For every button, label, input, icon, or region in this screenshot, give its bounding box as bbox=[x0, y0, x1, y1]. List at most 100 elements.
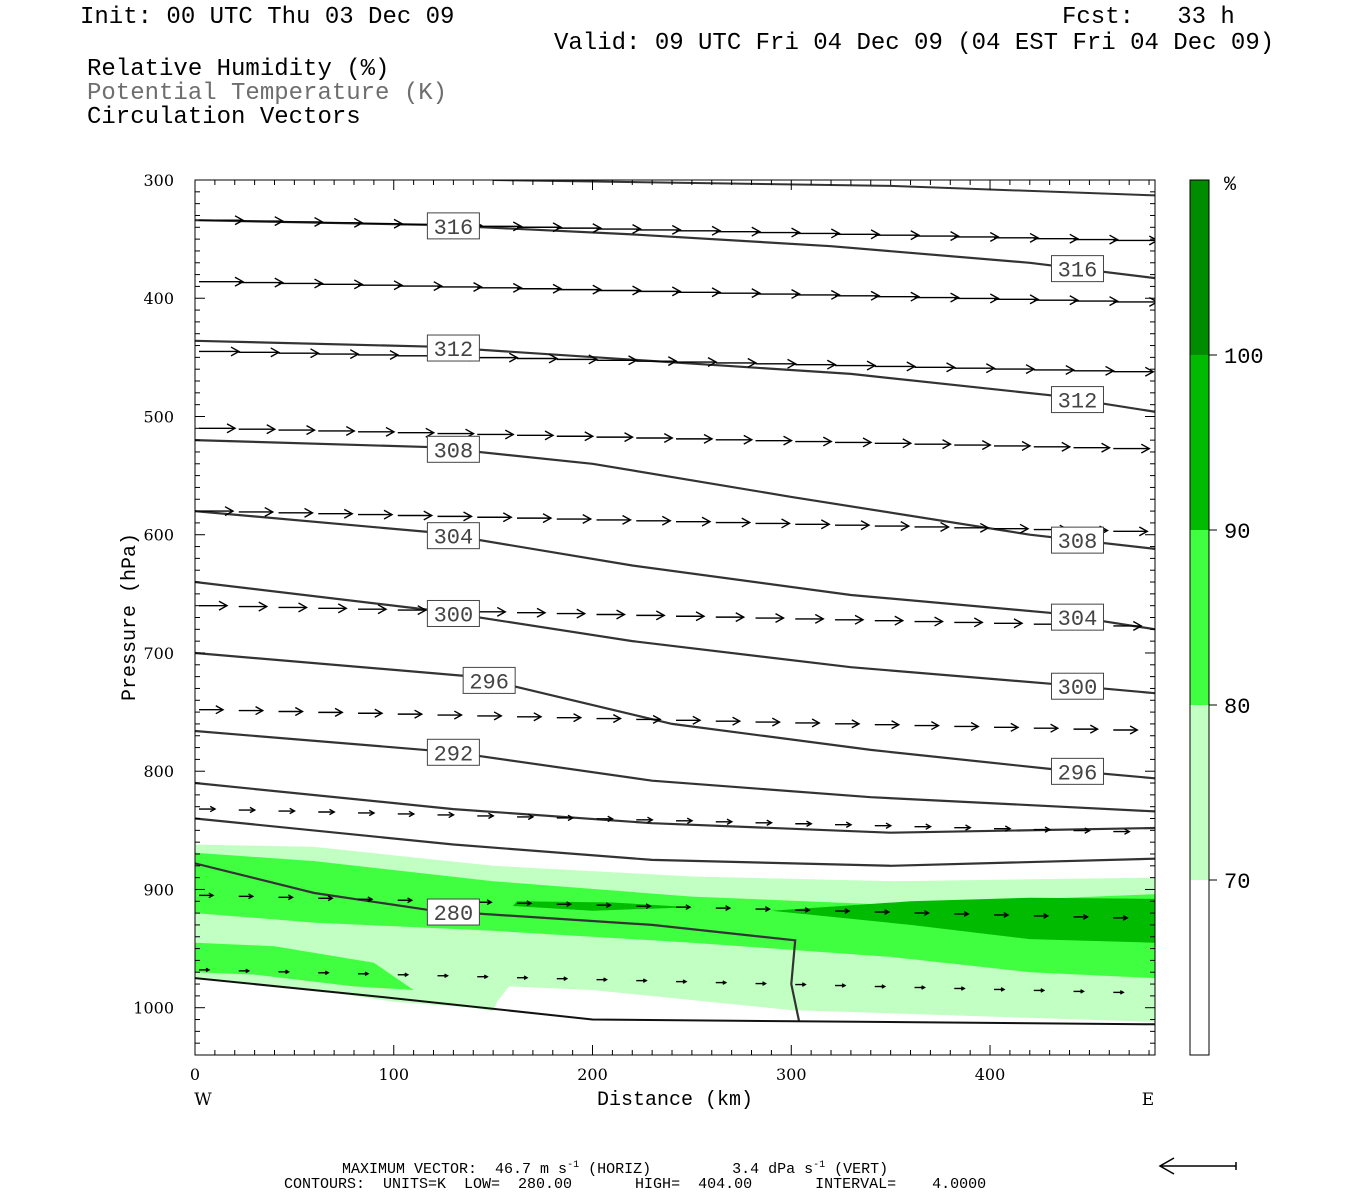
vector-arrow bbox=[1113, 828, 1131, 835]
y-tick-label: 800 bbox=[143, 762, 174, 781]
vector-arrow bbox=[437, 811, 455, 819]
contour-label: 300 bbox=[434, 603, 474, 628]
vector-arrow bbox=[517, 353, 559, 364]
upper-contour bbox=[493, 180, 1155, 197]
vector-arrow bbox=[715, 288, 762, 299]
vector-arrow bbox=[358, 426, 396, 437]
vector-arrow bbox=[994, 722, 1020, 732]
vector-arrow bbox=[636, 432, 674, 444]
vector-arrow bbox=[954, 617, 984, 628]
vector-arrow bbox=[954, 824, 972, 831]
vector-arrow bbox=[755, 613, 785, 624]
contour-label: 316 bbox=[1058, 259, 1098, 284]
vector-arrow bbox=[477, 711, 503, 721]
vector-arrow bbox=[835, 360, 877, 371]
vector-arrow bbox=[954, 293, 1000, 304]
vector-arrow bbox=[318, 970, 330, 976]
vector-arrow bbox=[517, 513, 553, 524]
vector-arrow bbox=[1073, 989, 1085, 994]
vector-arrow bbox=[556, 901, 573, 908]
vector-arrow bbox=[715, 905, 732, 912]
vector-arrow bbox=[1073, 442, 1111, 453]
vector-arrow bbox=[755, 227, 801, 238]
vector-arrow bbox=[636, 515, 672, 526]
vector-arrow bbox=[954, 986, 966, 991]
vector-arrow bbox=[1113, 526, 1149, 537]
vector-arrow bbox=[199, 892, 215, 899]
theta-contour-300 bbox=[195, 580, 1155, 695]
vector-arrow bbox=[238, 506, 275, 517]
contour-label-box bbox=[426, 599, 480, 627]
vector-arrow bbox=[636, 978, 648, 983]
contour-label-box bbox=[1050, 526, 1104, 554]
vector-arrow bbox=[517, 813, 535, 821]
vector-arrow bbox=[1113, 620, 1143, 631]
x-tick-label: 0 bbox=[190, 1065, 200, 1084]
vector-arrow bbox=[517, 222, 563, 233]
colorbar-unit: % bbox=[1224, 174, 1237, 197]
vector-arrow bbox=[676, 904, 692, 911]
contour-label: 292 bbox=[434, 742, 474, 767]
vector-arrow bbox=[199, 506, 235, 517]
vector-arrow bbox=[278, 969, 290, 975]
vector-arrow bbox=[835, 908, 851, 914]
field-rh: Relative Humidity (%) bbox=[87, 56, 390, 83]
vector-arrow bbox=[238, 277, 285, 288]
vector-arrow bbox=[278, 425, 316, 436]
vector-arrow bbox=[676, 287, 722, 298]
vector-arrow bbox=[874, 984, 887, 989]
contour-label: 312 bbox=[1058, 390, 1098, 415]
vector-arrow bbox=[517, 607, 547, 618]
colorbar-segment bbox=[1190, 355, 1209, 530]
forecast-hour: Fcst: 33 h bbox=[1062, 4, 1235, 31]
vector-arrow bbox=[1113, 235, 1155, 246]
colorbar-segment bbox=[1190, 705, 1209, 880]
vector-arrow bbox=[755, 717, 781, 727]
vector-arrow bbox=[238, 216, 285, 227]
contour-label-box bbox=[1050, 603, 1104, 631]
y-tick-label: 400 bbox=[143, 289, 174, 308]
vector-arrow bbox=[636, 224, 682, 235]
vector-arrow bbox=[437, 710, 463, 720]
vector-arrow bbox=[199, 423, 237, 434]
vector-arrow bbox=[1113, 366, 1155, 377]
vector-arrow bbox=[914, 616, 944, 627]
y-axis-title: Pressure (hPa) bbox=[119, 533, 142, 701]
vector-arrow bbox=[994, 618, 1024, 629]
vector-arrow bbox=[278, 706, 304, 717]
vector-arrow bbox=[278, 807, 296, 815]
vector-arrow bbox=[676, 357, 718, 368]
vector-arrow bbox=[397, 972, 410, 978]
rh-band-80 bbox=[195, 852, 1155, 979]
vector-arrow bbox=[755, 358, 797, 369]
vector-arrow bbox=[835, 983, 847, 988]
x-tick-label: 200 bbox=[577, 1065, 608, 1084]
vector-arrow bbox=[755, 981, 767, 986]
vector-arrow bbox=[1113, 990, 1125, 995]
colorbar-frame bbox=[1189, 179, 1210, 1056]
vector-arrow bbox=[835, 290, 881, 301]
vector-arrow bbox=[835, 614, 865, 625]
vector-arrow bbox=[1033, 826, 1052, 833]
vector-arrow bbox=[994, 987, 1006, 992]
vector-arrow bbox=[914, 439, 952, 450]
vert-unit: (VERT) bbox=[834, 1161, 889, 1178]
vector-arrow bbox=[636, 816, 654, 824]
vector-arrow bbox=[835, 229, 881, 240]
x-tick-label: 400 bbox=[975, 1065, 1006, 1084]
vector-arrow bbox=[755, 819, 773, 827]
vector-arrow bbox=[954, 522, 990, 533]
vector-arrow bbox=[278, 507, 314, 518]
vector-arrow bbox=[954, 231, 1000, 242]
vector-arrow bbox=[914, 823, 932, 830]
contour-label: 304 bbox=[1058, 607, 1098, 632]
vector-arrow bbox=[517, 712, 543, 722]
vector-arrow bbox=[358, 971, 370, 977]
vector-arrow bbox=[636, 610, 666, 621]
vector-arrow bbox=[477, 352, 519, 363]
theta-contour-308 bbox=[195, 439, 1155, 550]
vector-arrow bbox=[1033, 988, 1046, 993]
vector-arrow bbox=[358, 509, 394, 520]
vector-arrow bbox=[874, 615, 905, 626]
rh-colorbar: 100 90 80 70% bbox=[1189, 174, 1264, 1056]
